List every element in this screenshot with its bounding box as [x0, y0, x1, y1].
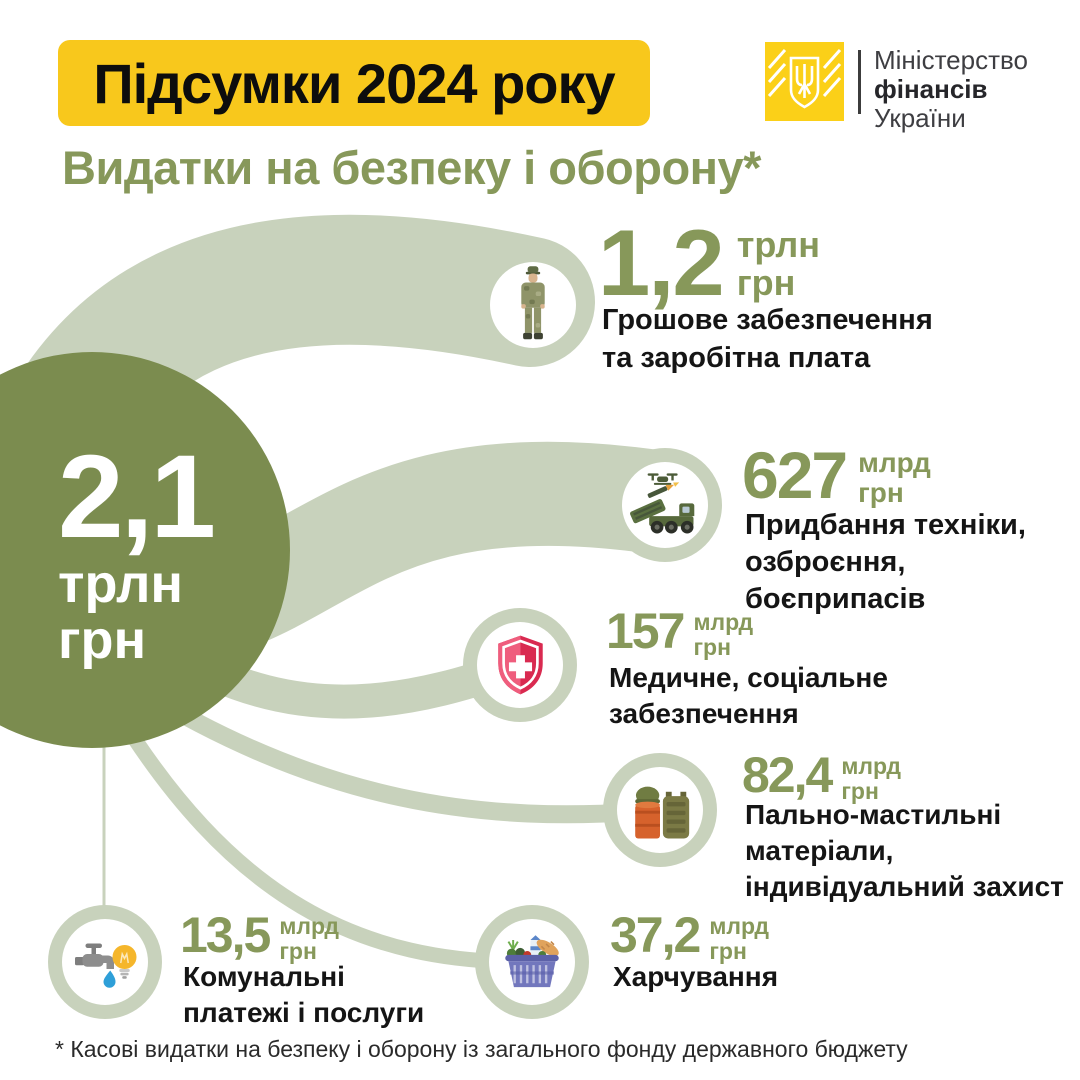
total-value-block: 2,1 трлн грн: [58, 431, 216, 670]
branch-food: [102, 692, 540, 970]
ministry-line3: України: [874, 103, 966, 133]
total-value: 2,1: [58, 431, 216, 563]
icon-ring-equipment: [608, 448, 722, 562]
item-fuel-value: 82,4 млрд грн: [742, 747, 902, 804]
ministry-logo: [765, 42, 844, 121]
item-utilities-label: Комунальні платежі і послуги: [183, 961, 425, 1028]
item-equipment-value: 627 млрд грн: [742, 438, 931, 512]
soldier-icon: [521, 266, 545, 340]
item-utilities-value: 13,5 млрд грн: [180, 907, 340, 964]
utilities-icon: [75, 943, 137, 988]
ministry-line2: фінансів: [874, 74, 988, 104]
item-medical-label: Медичне, соціальне забезпечення: [609, 662, 888, 729]
item-food-value: 37,2 млрд грн: [610, 907, 770, 964]
branch-fuel: [131, 681, 669, 824]
medical-shield-icon: [498, 635, 543, 695]
item-medical-value: 157 млрд грн: [606, 603, 754, 660]
item-equipment-label: Придбання техніки, озброєння, боєприпасі…: [745, 509, 1026, 615]
fuel-armor-icon: [635, 786, 690, 839]
subtitle: Видатки на безпеку і оборону*: [62, 141, 761, 194]
item-salaries-value: 1,2 трлн грн: [598, 210, 821, 315]
footnote: * Касові видатки на безпеку і оборону із…: [55, 1036, 908, 1062]
page-title: Підсумки 2024 року: [93, 51, 615, 115]
logo-divider: [858, 50, 861, 114]
food-basket-icon: [505, 935, 559, 988]
trident-icon: [767, 49, 842, 109]
total-unit2: грн: [58, 610, 147, 670]
mlrs-drone-icon: [630, 473, 695, 534]
ministry-line1: Міністерство: [874, 45, 1028, 75]
total-circle: [0, 352, 290, 748]
total-unit1: трлн: [58, 554, 184, 614]
title-banner: Підсумки 2024 року: [58, 40, 650, 126]
item-food-label: Харчування: [613, 961, 779, 992]
item-fuel-label: Пально-мастильні матеріали, індивідуальн…: [745, 799, 1064, 902]
ministry-name: Міністерство фінансів України: [874, 46, 1028, 133]
item-salaries-label: Грошове забезпечення та заробітна плата: [602, 304, 933, 374]
